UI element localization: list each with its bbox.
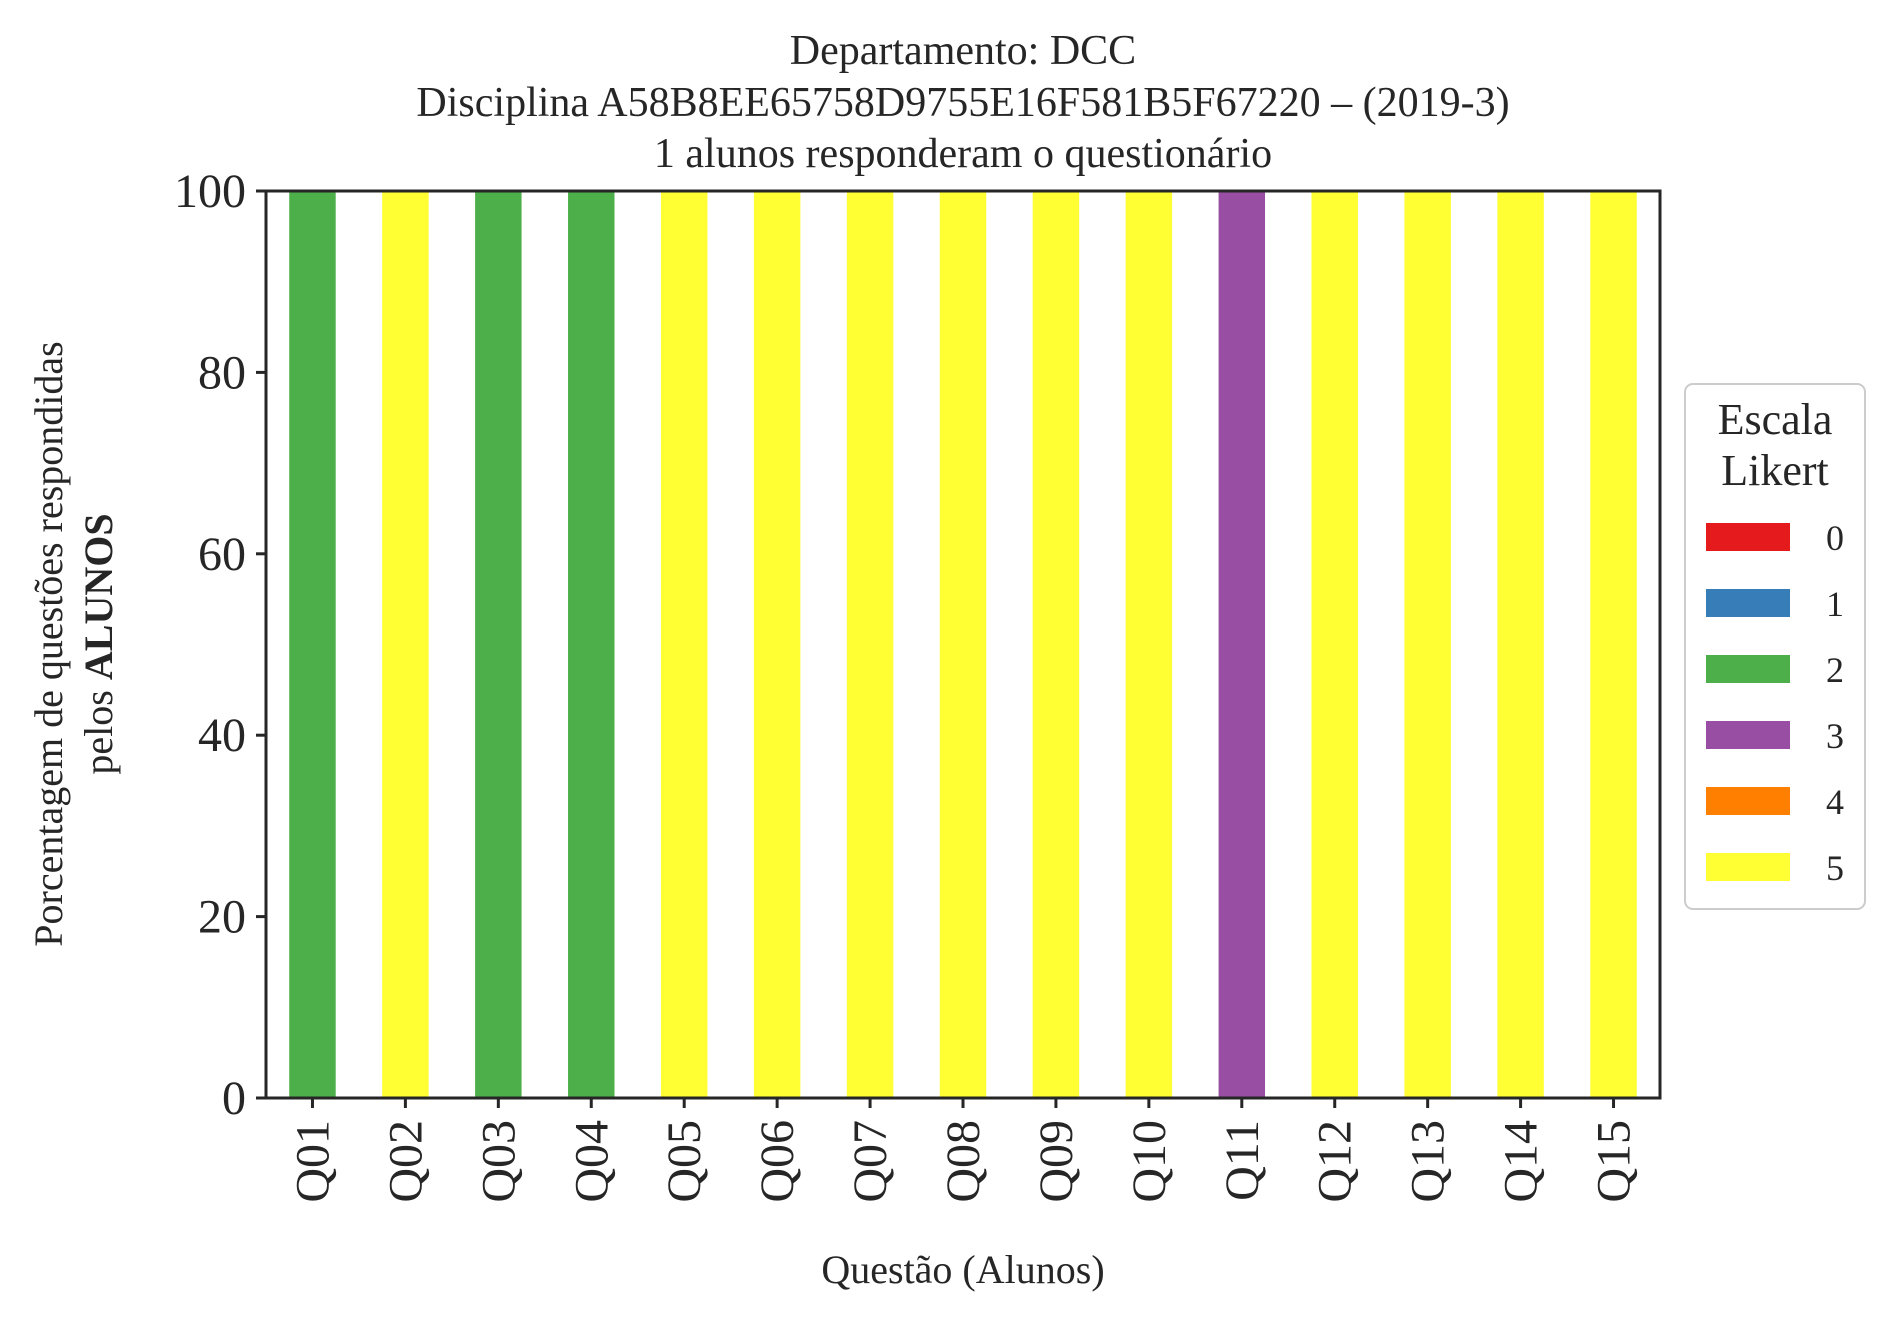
bar-Q11-scale-3 <box>1218 191 1266 1098</box>
legend-swatch-4 <box>1706 787 1790 815</box>
x-tick-label: Q10 <box>1123 1120 1176 1203</box>
bar-Q09-scale-5 <box>1032 191 1080 1098</box>
y-tick-label: 40 <box>198 709 246 762</box>
x-tick-label: Q05 <box>658 1120 711 1203</box>
y-tick-label: 80 <box>198 346 246 399</box>
bar-Q08-scale-5 <box>939 191 987 1098</box>
legend-label-4: 4 <box>1826 782 1844 822</box>
bar-Q01-scale-2 <box>289 191 336 1098</box>
x-axis-label: Questão (Alunos) <box>821 1247 1104 1292</box>
y-axis-label-prefix: pelos <box>76 680 121 774</box>
x-tick-label: Q12 <box>1309 1120 1362 1203</box>
legend: Escala Likert 0 1 2 3 4 5 <box>1684 383 1866 910</box>
legend-label-5: 5 <box>1826 848 1844 888</box>
x-axis-ticks: Q01 Q02 Q03 Q04 Q05 Q06 Q07 Q08 Q09 Q10 Q11 Q12 Q13 Q… <box>286 1098 1641 1203</box>
bar-Q10-scale-5 <box>1125 191 1173 1098</box>
y-axis-label: Porcentagem de questões respondidas pelo… <box>26 341 121 946</box>
bar-series <box>289 191 1637 1098</box>
x-tick-label: Q13 <box>1402 1120 1455 1203</box>
x-tick-label: Q03 <box>472 1120 525 1203</box>
legend-swatch-0 <box>1706 523 1790 551</box>
x-tick-label: Q08 <box>937 1120 990 1203</box>
legend-swatch-5 <box>1706 853 1790 881</box>
title-line-1: Departamento: DCC <box>790 28 1136 74</box>
x-tick-label: Q02 <box>379 1120 432 1203</box>
title-line-3: 1 alunos responderam o questionário <box>654 131 1272 177</box>
bar-Q13-scale-5 <box>1404 191 1451 1098</box>
x-tick-label: Q14 <box>1495 1120 1548 1203</box>
y-tick-label: 20 <box>198 891 246 944</box>
y-tick-label: 100 <box>174 165 246 218</box>
bar-Q14-scale-5 <box>1497 191 1544 1098</box>
legend-title-line-1: Escala <box>1718 395 1833 444</box>
legend-title-line-2: Likert <box>1721 446 1829 495</box>
legend-label-1: 1 <box>1826 584 1844 624</box>
legend-label-3: 3 <box>1826 716 1844 756</box>
y-tick-label: 60 <box>198 528 246 581</box>
bar-Q03-scale-2 <box>475 191 522 1098</box>
legend-label-2: 2 <box>1826 650 1844 690</box>
legend-swatch-3 <box>1706 721 1790 749</box>
chart-title: Departamento: DCC Disciplina A58B8EE6575… <box>416 28 1509 177</box>
x-tick-label: Q11 <box>1216 1120 1269 1201</box>
bar-Q12-scale-5 <box>1311 191 1358 1098</box>
y-tick-label: 0 <box>222 1072 246 1125</box>
x-tick-label: Q09 <box>1030 1120 1083 1203</box>
bar-Q15-scale-5 <box>1590 191 1637 1098</box>
x-tick-label: Q15 <box>1588 1120 1641 1203</box>
legend-swatch-1 <box>1706 589 1790 617</box>
legend-label-0: 0 <box>1826 518 1844 558</box>
title-line-2: Disciplina A58B8EE65758D9755E16F581B5F67… <box>416 80 1509 126</box>
y-axis-label-bold: ALUNOS <box>76 513 121 680</box>
bar-Q04-scale-2 <box>568 191 615 1098</box>
bar-Q06-scale-5 <box>753 191 801 1098</box>
y-axis-label-line-2: pelos ALUNOS <box>76 513 121 774</box>
bar-Q02-scale-5 <box>382 191 429 1098</box>
x-tick-label: Q01 <box>286 1120 339 1203</box>
x-tick-label: Q06 <box>751 1120 804 1203</box>
x-tick-label: Q04 <box>565 1120 618 1203</box>
y-axis-label-line-1: Porcentagem de questões respondidas <box>26 341 71 946</box>
y-axis-ticks: 0 20 40 60 80 100 <box>174 165 266 1125</box>
bar-Q05-scale-5 <box>660 191 708 1098</box>
legend-swatch-2 <box>1706 655 1790 683</box>
bar-Q07-scale-5 <box>846 191 894 1098</box>
x-tick-label: Q07 <box>844 1120 897 1203</box>
legend-frame <box>1684 383 1866 910</box>
legend-items: 0 1 2 3 4 5 <box>1706 518 1844 888</box>
